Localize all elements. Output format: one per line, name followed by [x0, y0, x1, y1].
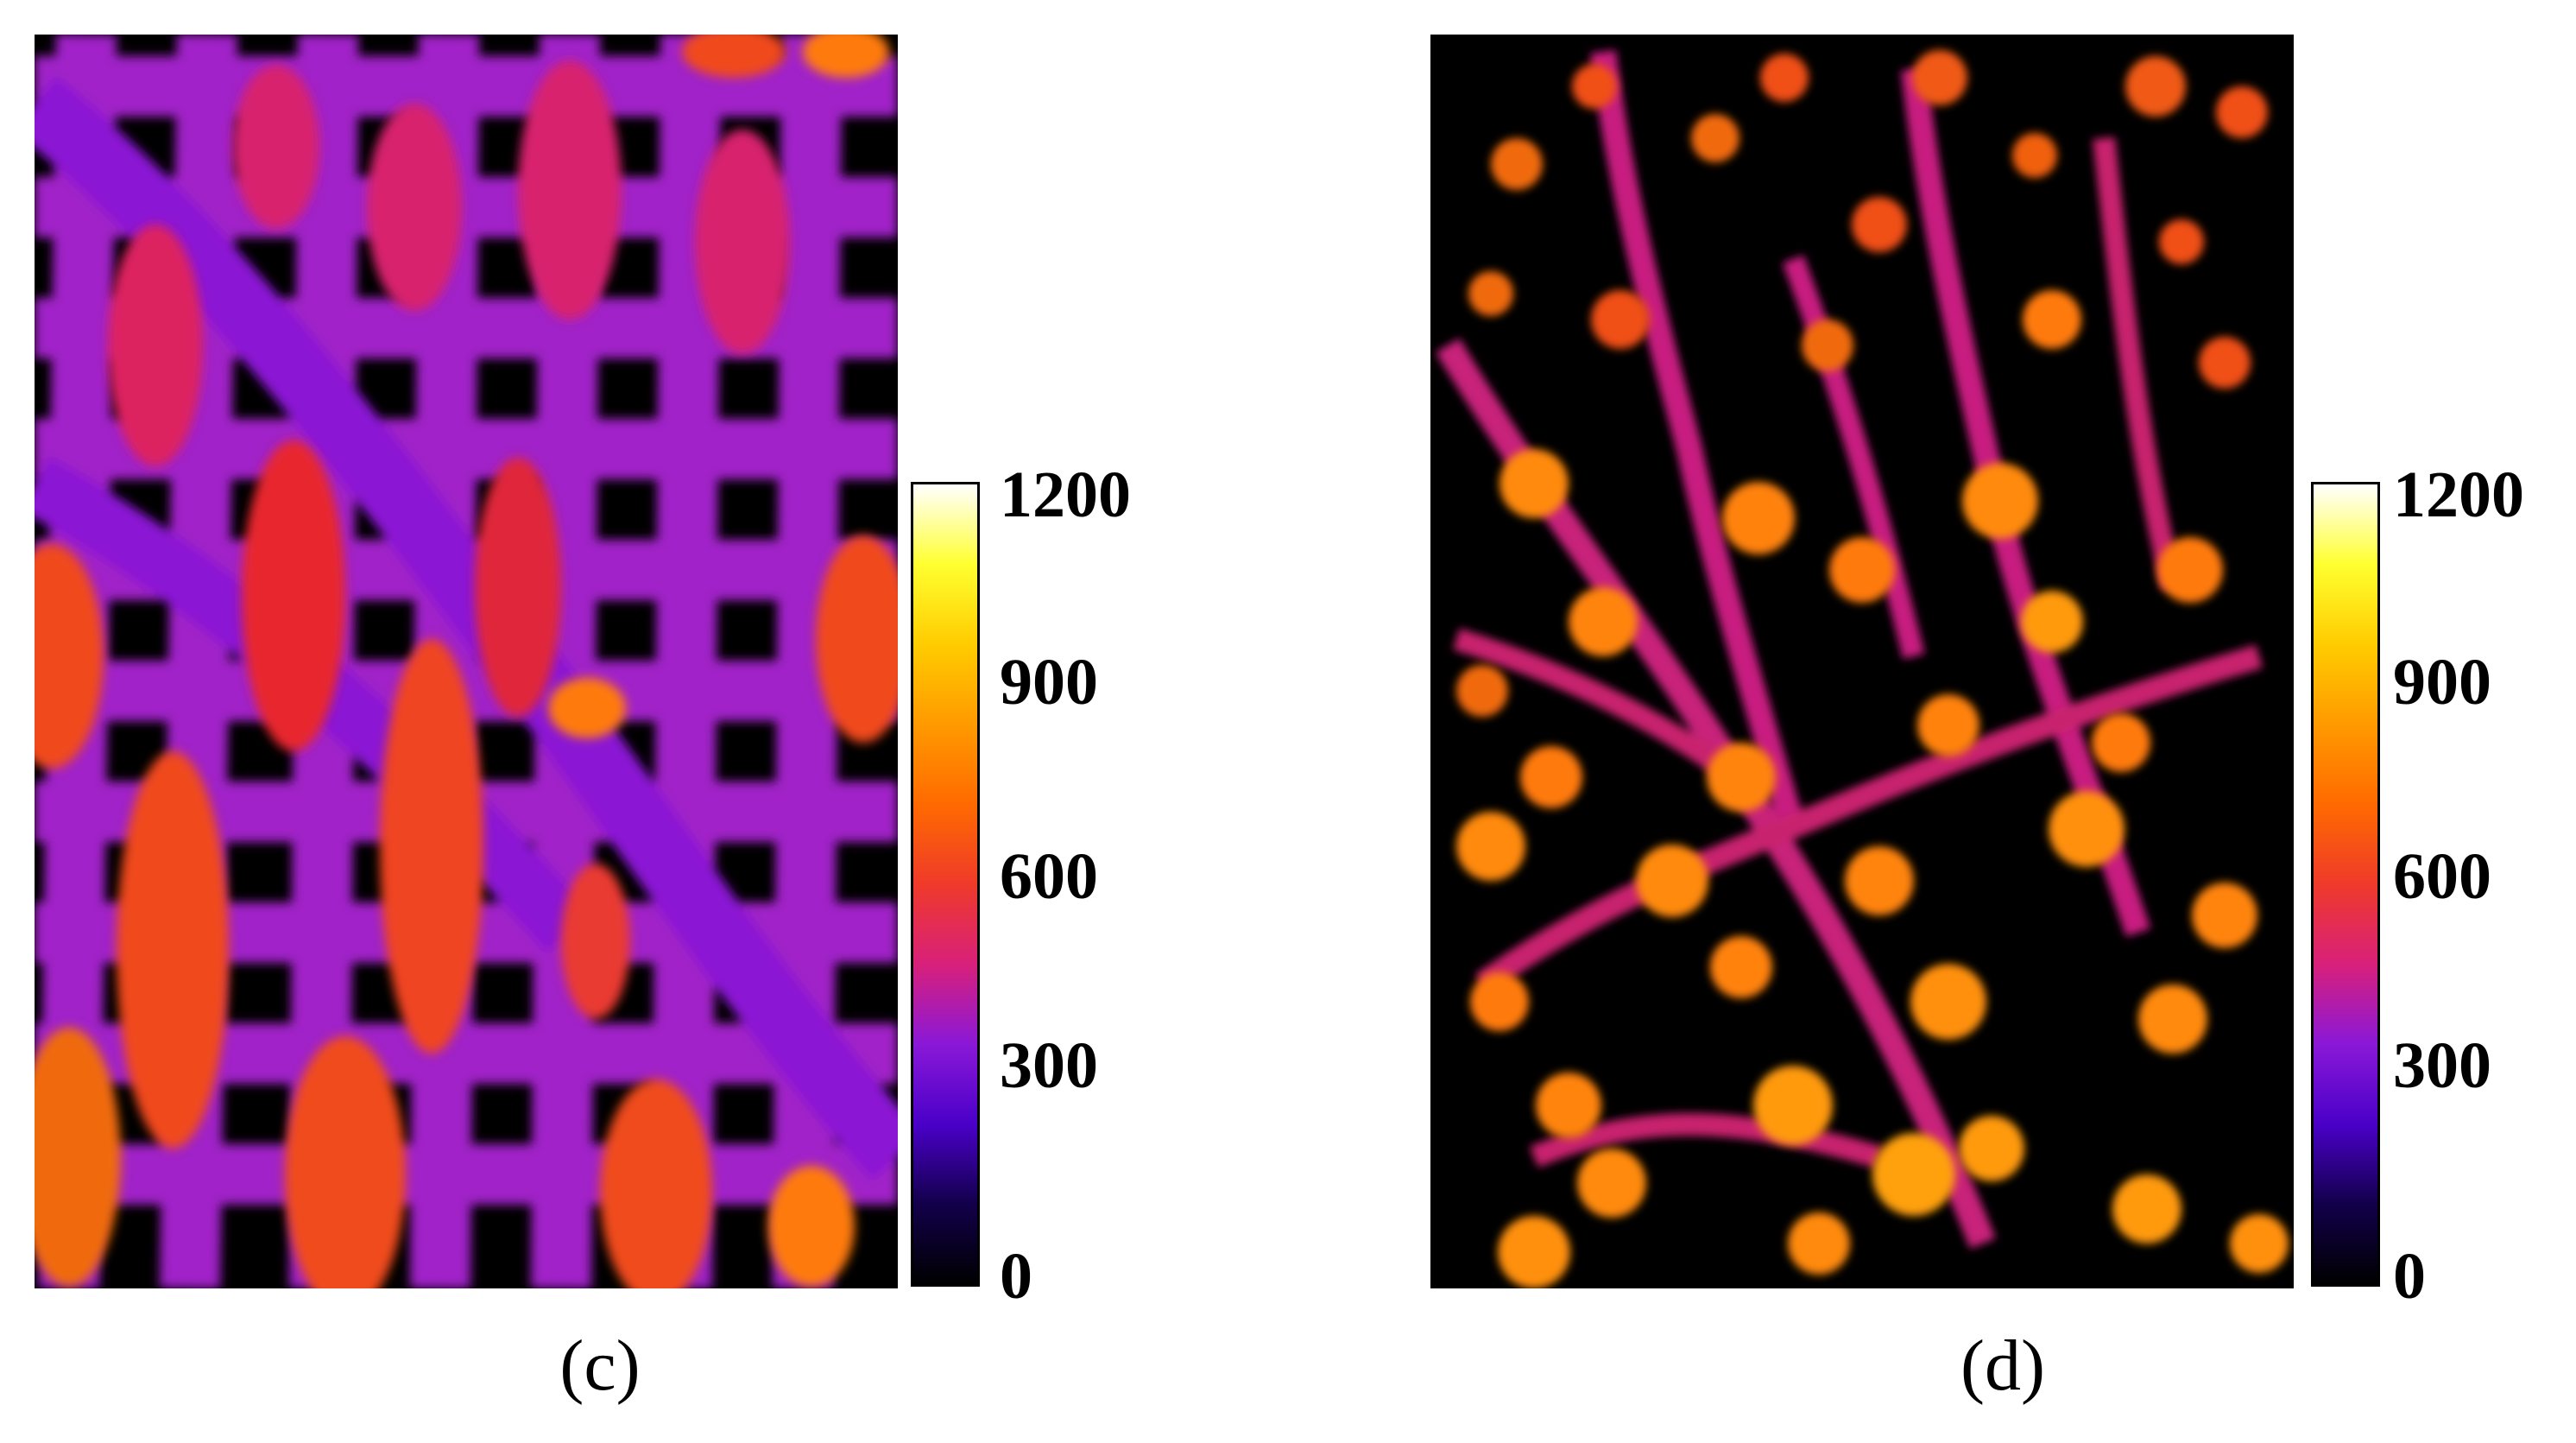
colorbar-d	[2311, 482, 2380, 1287]
panel-c: 1200 900 600 300 0 (c)	[35, 35, 1131, 1406]
colorbar-d-tick-300: 300	[2393, 1029, 2491, 1102]
heatmap-image-c	[35, 35, 898, 1288]
colorbar-c-tick-1200: 1200	[1000, 459, 1131, 531]
colorbar-c-tick-300: 300	[1000, 1029, 1098, 1102]
colorbar-d-tick-1200: 1200	[2393, 459, 2524, 531]
colorbar-c-tick-900: 900	[1000, 646, 1098, 718]
heatmap-c-svg	[35, 35, 898, 1288]
colorbar-d-tick-600: 600	[2393, 840, 2491, 913]
colorbar-c-tick-600: 600	[1000, 840, 1098, 913]
heatmap-d-svg	[1430, 35, 2294, 1288]
heatmap-image-d	[1430, 35, 2294, 1288]
caption-d: (d)	[1960, 1326, 2045, 1406]
heatmap-d-high-intensity-blobs	[1456, 50, 2289, 1288]
panel-d: 1200 900 600 300 0 (d)	[1288, 0, 2576, 1443]
colorbar-c	[911, 482, 980, 1287]
colorbar-d-tick-0: 0	[2393, 1240, 2426, 1313]
colorbar-c-tick-0: 0	[1000, 1240, 1032, 1313]
colorbar-d-tick-900: 900	[2393, 646, 2491, 718]
caption-c: (c)	[559, 1326, 641, 1406]
heatmap-c-high-intensity-blobs	[35, 35, 898, 1288]
